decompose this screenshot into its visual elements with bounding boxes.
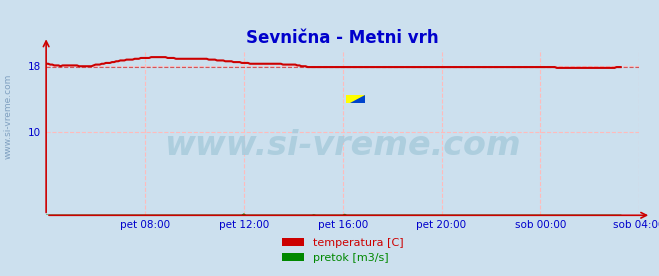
Legend: temperatura [C], pretok [m3/s]: temperatura [C], pretok [m3/s] [277, 233, 408, 268]
FancyBboxPatch shape [346, 95, 364, 103]
Title: Sevnična - Metni vrh: Sevnična - Metni vrh [246, 29, 439, 47]
Polygon shape [351, 95, 364, 103]
Text: www.si-vreme.com: www.si-vreme.com [164, 129, 521, 162]
Text: www.si-vreme.com: www.si-vreme.com [4, 73, 13, 159]
